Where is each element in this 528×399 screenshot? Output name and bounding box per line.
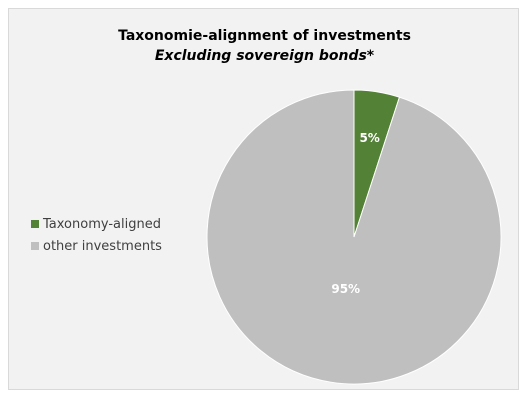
data-label-other-investments: 95%	[331, 282, 360, 296]
legend-item-taxonomy-aligned: Taxonomy-aligned	[31, 213, 162, 235]
legend-item-other-investments: other investments	[31, 235, 162, 257]
legend-swatch-taxonomy-aligned	[31, 220, 39, 228]
legend-swatch-other-investments	[31, 242, 39, 250]
pie-slices	[206, 89, 502, 385]
pie-labels: 5% 95%	[331, 131, 379, 296]
pie-slice-other-investments	[206, 89, 502, 385]
pie-chart: 5% 95%	[206, 89, 502, 385]
chart-area: Taxonomie-alignment of investments Exclu…	[8, 8, 519, 390]
chart-subtitle: Excluding sovereign bonds*	[154, 48, 375, 64]
chart-title: Taxonomie-alignment of investments	[118, 28, 411, 44]
data-label-taxonomy-aligned: 5%	[359, 131, 379, 145]
legend-label-other-investments: other investments	[43, 238, 162, 254]
legend-label-taxonomy-aligned: Taxonomy-aligned	[43, 216, 161, 232]
legend: Taxonomy-aligned other investments	[31, 213, 162, 257]
